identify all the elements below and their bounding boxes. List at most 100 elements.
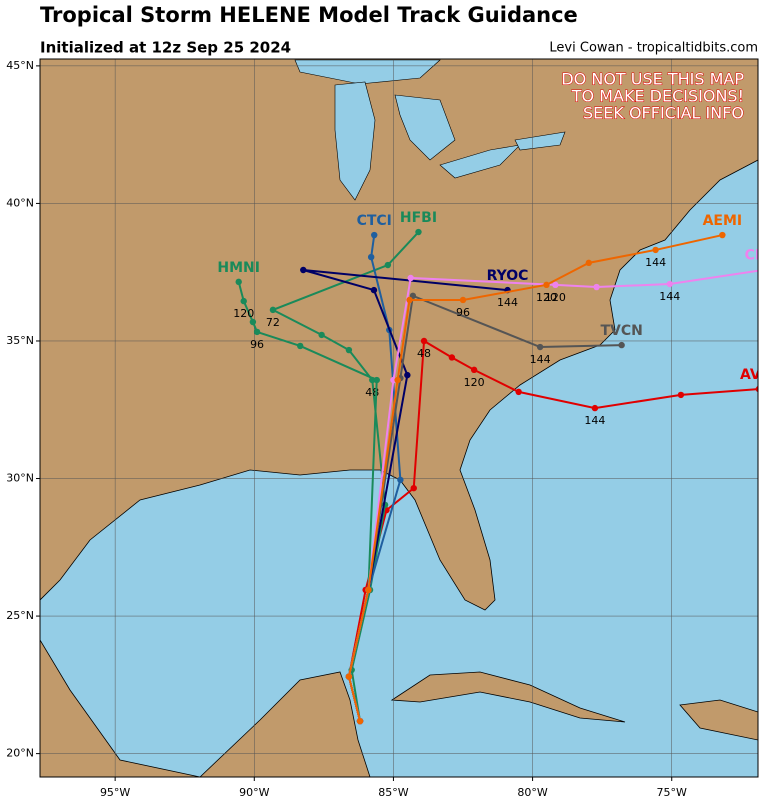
y-tick-label: 40°N [6,196,34,209]
hour-label: 96 [456,306,470,319]
track-point [356,717,364,725]
hour-label: 48 [417,347,431,360]
x-tick-label: 80°W [517,786,547,799]
y-tick-label: 20°N [6,747,34,760]
hour-label: 120 [536,291,557,304]
track-point [235,278,242,286]
hour-label: 120 [464,376,485,389]
track-name: CTCI [357,213,392,229]
land-mexico [40,639,201,777]
track-point [552,281,559,289]
track-point [420,337,428,345]
lake-huron [394,94,456,161]
track-point [370,286,378,294]
track-point [365,586,372,594]
track-point [666,280,673,288]
x-tick-label: 90°W [239,786,269,799]
lake-erie [439,144,521,179]
land-cuba [390,671,626,723]
y-tick-label: 30°N [6,472,34,485]
track-point [240,297,247,305]
track-point [367,253,375,261]
track-point [249,318,257,326]
map-area: 48120144AVNI4872HFBICTCI96120HMNI144RYOC… [40,59,768,777]
x-tick-label: 75°W [657,786,687,799]
axes: 95°W 90°W 85°W 80°W 75°W 20°N 25°N 30°N 35°N 40°N… [6,59,687,799]
land-yucatan [199,671,371,777]
map-frame [39,58,759,778]
lake-ontario [514,131,566,151]
hour-label: 144 [659,290,680,303]
track-point [763,266,768,272]
track-point [591,404,599,412]
track-point [406,296,413,304]
hour-label: 144 [584,414,605,427]
graticule [40,59,758,777]
title: Tropical Storm HELENE Model Track Guidan… [40,3,578,27]
track-point [515,388,522,396]
track-point [448,354,456,361]
hour-label: 144 [497,296,518,309]
track-name: RYOC [487,268,529,284]
track-point [652,246,659,254]
lake-michigan [334,81,376,201]
track-point [593,283,600,291]
track-point [407,274,414,282]
track-name: AEMI [703,213,743,229]
land-north-america [40,59,758,611]
hour-label: 144 [645,256,666,269]
land-hispaniola [679,699,758,741]
track-name: HMNI [217,260,260,276]
tracks: 48120144AVNI4872HFBICTCI96120HMNI144RYOC… [217,210,768,725]
hour-label: 96 [250,338,264,351]
track-name: HFBI [400,210,437,226]
track-point [536,343,544,351]
x-tick-label: 85°W [378,786,408,799]
track-point [345,673,353,680]
track-point [543,281,550,289]
track-name: TVCN [600,323,642,339]
y-tick-label: 35°N [6,334,34,347]
track-point [397,476,404,484]
hour-label: 120 [233,307,254,320]
track-point [371,231,378,239]
track-point [677,391,685,399]
warning-text: DO NOT USE THIS MAP [561,70,744,89]
track-point [755,386,758,393]
track-point [415,228,422,236]
hour-label: 144 [530,353,551,366]
y-tick-label: 25°N [6,609,34,622]
track-point [585,259,592,267]
track-line [347,339,758,722]
track-name: AVNI [740,367,768,383]
track-point [719,231,726,239]
track-point [410,484,417,492]
track-point [269,306,277,314]
track-point [297,342,304,350]
track-point [459,296,467,304]
track-point [345,346,353,354]
hour-label: 72 [266,316,280,329]
track-point [404,371,411,379]
warning-text: TO MAKE DECISIONS! [571,87,744,106]
track-point [470,366,478,374]
subtitle: Initialized at 12z Sep 25 2024 [40,39,291,57]
credit: Levi Cowan - tropicaltidbits.com [549,41,758,56]
y-tick-label: 45°N [6,59,34,72]
hour-label: 120 [545,291,566,304]
x-tick-label: 95°W [100,786,130,799]
track-point [384,261,392,269]
track-point [253,328,261,336]
track-point [394,376,401,384]
track-point [618,341,625,349]
track-name: CEM2 [745,247,768,263]
track-line [347,234,723,722]
warning-text: SEEK OFFICIAL INFO [583,104,744,123]
track-point [373,376,380,384]
track-line [270,231,420,722]
track-point [300,266,307,274]
track-point [318,331,325,339]
